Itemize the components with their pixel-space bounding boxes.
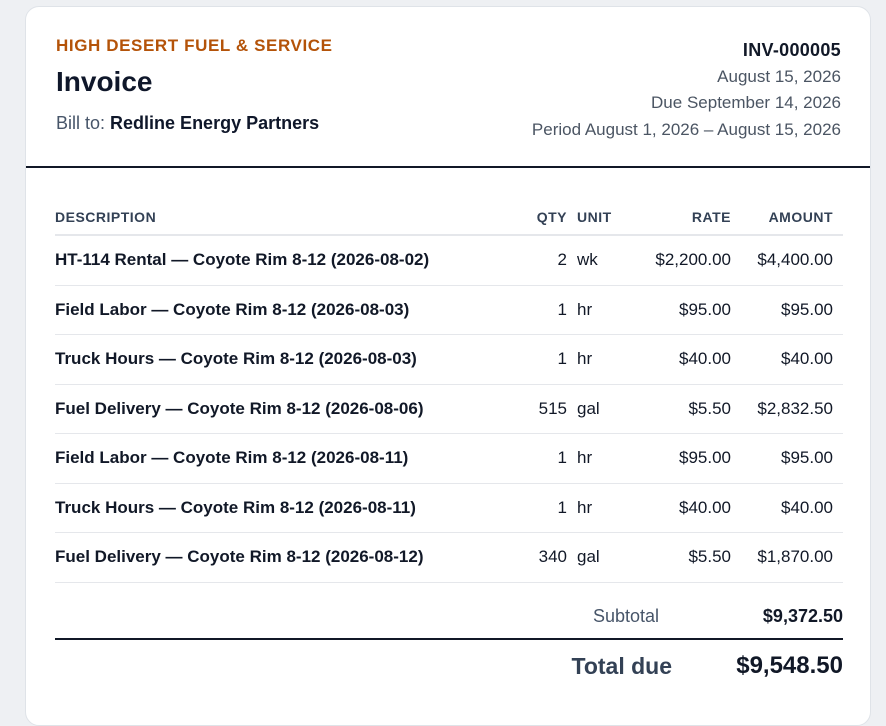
row-qty: 1 bbox=[515, 483, 567, 533]
header-amount: AMOUNT bbox=[731, 200, 843, 236]
invoice-period: Period August 1, 2026 – August 15, 2026 bbox=[531, 119, 841, 139]
table-row: Field Labor — Coyote Rim 8-12 (2026-08-1… bbox=[55, 433, 843, 484]
row-unit: wk bbox=[567, 235, 627, 286]
row-description: Fuel Delivery — Coyote Rim 8-12 (2026-08… bbox=[55, 384, 515, 434]
table-row: Truck Hours — Coyote Rim 8-12 (2026-08-1… bbox=[55, 483, 843, 533]
row-rate: $5.50 bbox=[627, 384, 731, 434]
row-rate: $5.50 bbox=[627, 532, 731, 583]
bill-to-client: Redline Energy Partners bbox=[110, 113, 320, 133]
row-unit: hr bbox=[567, 334, 627, 385]
row-amount: $95.00 bbox=[731, 285, 843, 335]
header-description: DESCRIPTION bbox=[55, 200, 515, 236]
row-unit: gal bbox=[567, 384, 627, 434]
subtotal-label: Subtotal bbox=[592, 606, 659, 626]
subtotal-row: Subtotal $9,372.50 bbox=[55, 596, 843, 640]
row-rate: $40.00 bbox=[627, 334, 731, 385]
row-unit: gal bbox=[567, 532, 627, 583]
table-row: Field Labor — Coyote Rim 8-12 (2026-08-0… bbox=[55, 285, 843, 335]
row-description: Truck Hours — Coyote Rim 8-12 (2026-08-0… bbox=[55, 334, 515, 385]
table-header-row: DESCRIPTION QTY UNIT RATE AMOUNT bbox=[55, 200, 843, 236]
header-qty: QTY bbox=[515, 200, 567, 236]
row-rate: $40.00 bbox=[627, 483, 731, 533]
row-qty: 515 bbox=[515, 384, 567, 434]
row-amount: $1,870.00 bbox=[731, 532, 843, 583]
total-due-label: Total due bbox=[571, 653, 672, 679]
row-qty: 1 bbox=[515, 285, 567, 335]
table-row: Truck Hours — Coyote Rim 8-12 (2026-08-0… bbox=[55, 334, 843, 385]
row-amount: $40.00 bbox=[731, 483, 843, 533]
header-rate: RATE bbox=[627, 200, 731, 236]
total-due-value: $9,548.50 bbox=[736, 652, 843, 679]
company-name: HIGH DESERT FUEL & SERVICE bbox=[56, 36, 333, 55]
table-row: Fuel Delivery — Coyote Rim 8-12 (2026-08… bbox=[55, 532, 843, 583]
row-rate: $2,200.00 bbox=[627, 235, 731, 286]
row-qty: 1 bbox=[515, 334, 567, 385]
table-row: Fuel Delivery — Coyote Rim 8-12 (2026-08… bbox=[55, 384, 843, 434]
row-unit: hr bbox=[567, 483, 627, 533]
row-amount: $40.00 bbox=[731, 334, 843, 385]
row-description: Field Labor — Coyote Rim 8-12 (2026-08-0… bbox=[55, 285, 515, 335]
invoice-number: INV-000005 bbox=[742, 40, 841, 60]
table-row: HT-114 Rental — Coyote Rim 8-12 (2026-08… bbox=[55, 235, 843, 286]
row-unit: hr bbox=[567, 285, 627, 335]
row-amount: $4,400.00 bbox=[731, 235, 843, 286]
row-amount: $95.00 bbox=[731, 433, 843, 484]
row-description: HT-114 Rental — Coyote Rim 8-12 (2026-08… bbox=[55, 235, 515, 286]
row-unit: hr bbox=[567, 433, 627, 484]
line-items-table: DESCRIPTION QTY UNIT RATE AMOUNT HT-114 … bbox=[55, 200, 843, 583]
row-rate: $95.00 bbox=[627, 285, 731, 335]
subtotal-value: $9,372.50 bbox=[762, 606, 843, 626]
page-title: Invoice bbox=[56, 66, 153, 97]
invoice-header: HIGH DESERT FUEL & SERVICE Invoice Bill … bbox=[26, 7, 870, 168]
row-amount: $2,832.50 bbox=[731, 384, 843, 434]
row-description: Truck Hours — Coyote Rim 8-12 (2026-08-1… bbox=[55, 483, 515, 533]
invoice-date: August 15, 2026 bbox=[717, 66, 841, 86]
bill-to-label: Bill to: bbox=[56, 113, 106, 133]
header-unit: UNIT bbox=[567, 200, 627, 236]
invoice-meta: INV-000005 August 15, 2026 Due September… bbox=[532, 37, 841, 143]
row-qty: 340 bbox=[515, 532, 567, 583]
row-qty: 1 bbox=[515, 433, 567, 484]
row-description: Field Labor — Coyote Rim 8-12 (2026-08-1… bbox=[55, 433, 515, 484]
row-rate: $95.00 bbox=[627, 433, 731, 484]
row-description: Fuel Delivery — Coyote Rim 8-12 (2026-08… bbox=[55, 532, 515, 583]
row-qty: 2 bbox=[515, 235, 567, 286]
invoice-due-date: Due September 14, 2026 bbox=[651, 93, 841, 112]
bill-to: Bill to: Redline Energy Partners bbox=[56, 113, 319, 134]
